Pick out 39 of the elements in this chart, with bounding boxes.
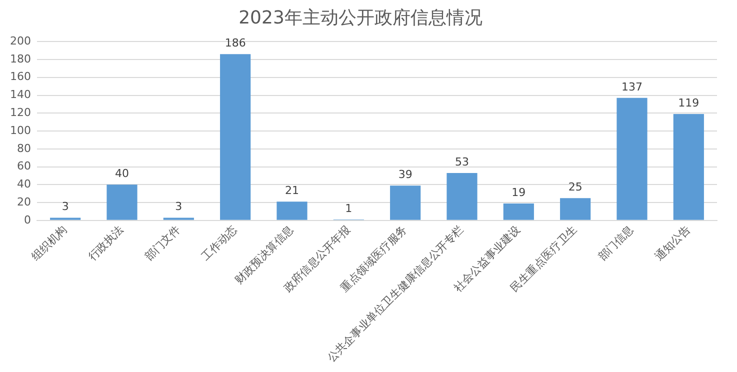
data-label: 3: [175, 200, 182, 214]
x-tick-label: 部门文件: [142, 223, 183, 264]
bar: [560, 198, 591, 220]
data-label: 39: [398, 168, 412, 181]
data-label: 19: [512, 186, 526, 199]
bar: [503, 203, 534, 220]
y-tick-label: 80: [16, 142, 31, 155]
data-label: 40: [114, 167, 129, 180]
x-tick-label: 部门信息: [596, 223, 636, 264]
x-tick-label: 工作动态: [199, 223, 240, 264]
y-tick-label: 60: [16, 160, 31, 173]
data-label: 3: [62, 200, 69, 214]
bar: [220, 54, 251, 220]
y-tick-label: 40: [16, 178, 31, 191]
x-tick-label: 组织机构: [29, 223, 70, 264]
y-tick-label: 200: [10, 34, 31, 48]
data-label: 1: [345, 202, 352, 215]
x-tick-label: 行政执法: [86, 223, 126, 264]
x-tick-label: 通知公告: [652, 223, 693, 264]
data-label: 119: [678, 96, 700, 110]
data-label: 137: [622, 80, 642, 94]
bar: [276, 202, 308, 220]
y-tick-label: 20: [16, 195, 31, 208]
bar: [673, 114, 704, 220]
bar: [616, 98, 648, 220]
y-tick-label: 100: [10, 124, 31, 137]
chart-title: 2023年主动公开政府信息情况: [238, 7, 482, 28]
data-label: 53: [455, 155, 469, 168]
y-tick-label: 180: [10, 52, 31, 66]
y-tick-label: 140: [10, 88, 31, 102]
bar: [390, 186, 421, 220]
y-tick-label: 160: [10, 70, 31, 84]
y-tick-label: 0: [24, 213, 31, 226]
bar: [446, 173, 478, 220]
data-label: 21: [284, 184, 299, 198]
data-label: 186: [224, 36, 246, 50]
data-label: 25: [568, 180, 582, 194]
bar: [106, 184, 138, 220]
y-tick-label: 120: [10, 106, 31, 119]
